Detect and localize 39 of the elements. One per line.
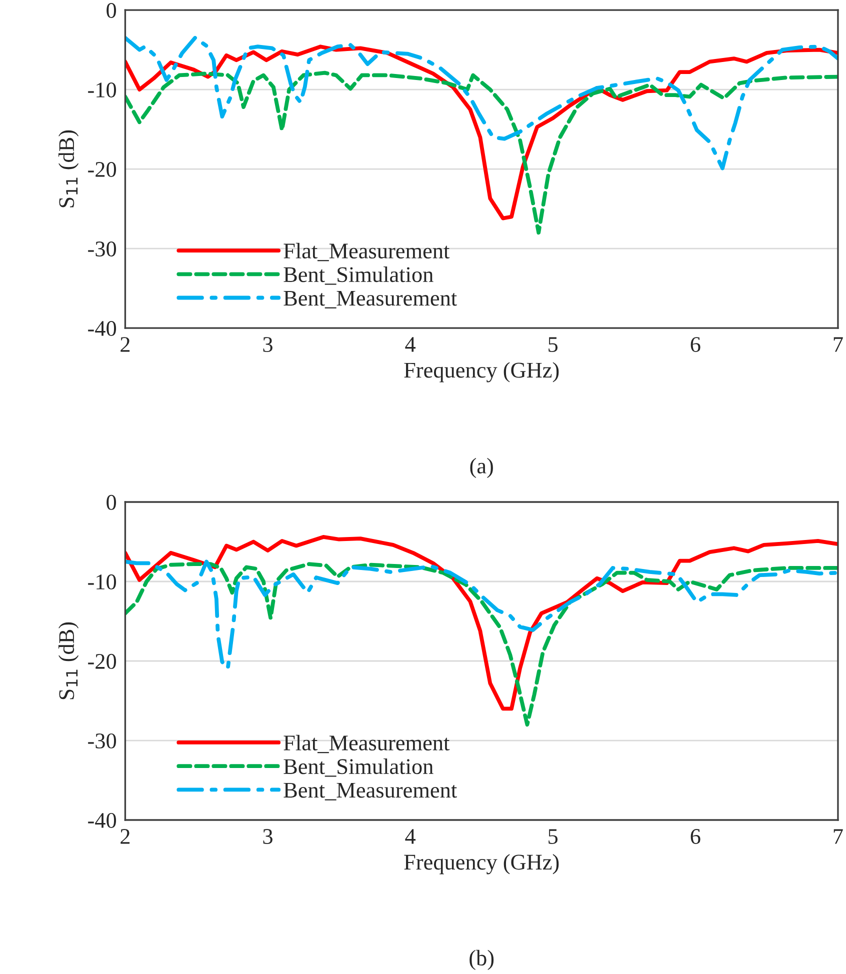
y-axis-title: S$_{11}$ (dB) [58,130,79,208]
y-tick-label: -20 [88,162,116,177]
x-tick-label: 7 [834,337,843,352]
y-tick-label: -10 [88,574,116,590]
y-tick-label: 0 [106,2,116,18]
line-series [125,562,838,727]
x-tick-label: 6 [690,829,700,844]
legend-label: Flat_Measurement [284,242,450,262]
y-tick-label: -30 [88,241,116,256]
x-tick-label: 2 [120,829,130,844]
line-series [125,36,838,170]
x-tick-label: 4 [405,337,416,352]
legend-label: Bent_Simulation [284,758,434,777]
text: (a) [470,458,493,478]
y-tick-label: -40 [88,320,116,336]
line-series [125,560,838,670]
x-tick-label: 3 [263,337,272,352]
x-tick-label: 5 [548,829,558,844]
text: (b) [470,950,494,970]
legend-label: Bent_Measurement [284,782,457,800]
legend-label: Bent_Simulation [284,266,434,285]
y-axis-title: S$_{11}$ (dB) [58,622,79,700]
legend-label: Bent_Measurement [284,290,457,308]
x-axis-title: Frequency (GHz) [404,362,559,382]
y-tick-label: -10 [88,82,116,98]
x-tick-label: 6 [690,337,700,352]
y-tick-label: 0 [106,494,116,510]
y-tick-label: -20 [88,654,116,669]
line-series [125,70,838,235]
x-tick-label: 4 [405,829,416,844]
x-tick-label: 2 [120,337,130,352]
y-tick-label: -30 [88,733,116,748]
x-axis-title: Frequency (GHz) [404,854,559,874]
x-tick-label: 3 [263,829,272,844]
line-series [125,535,838,711]
legend-label: Flat_Measurement [284,734,450,754]
x-tick-label: 5 [548,337,558,352]
x-tick-label: 7 [834,829,843,844]
y-tick-label: -40 [88,812,116,828]
